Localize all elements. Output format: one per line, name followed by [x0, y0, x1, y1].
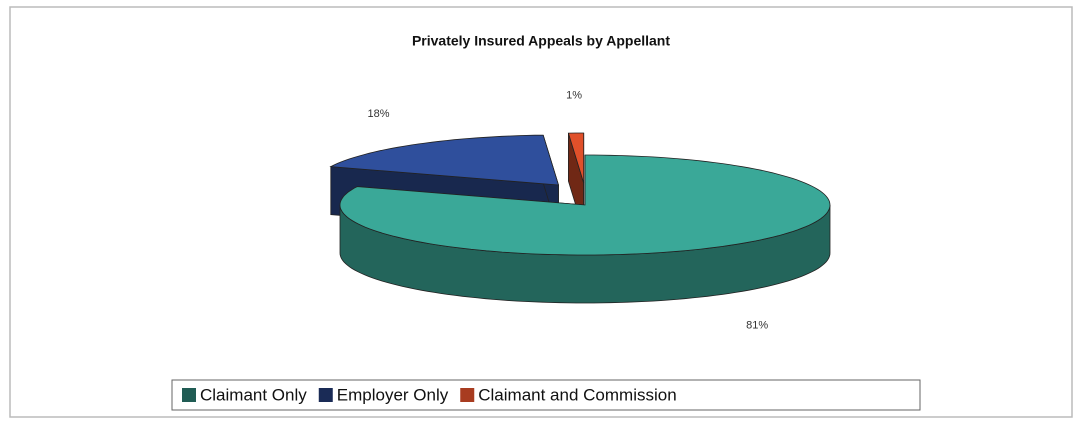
legend-label: Claimant and Commission [478, 385, 676, 404]
data-label: 1% [566, 89, 582, 101]
slice-top [339, 154, 831, 256]
legend-box [171, 379, 921, 411]
slice-top [329, 134, 560, 186]
legend-label: Employer Only [337, 385, 449, 404]
legend-swatch [182, 388, 196, 402]
legend-swatch [318, 388, 333, 402]
legend-label: Claimant Only [200, 385, 307, 404]
chart-title: Privately Insured Appeals by Appellant [412, 33, 670, 49]
slice [567, 132, 585, 232]
slice [339, 154, 831, 304]
data-label: 81% [746, 319, 768, 331]
data-label: 18% [368, 108, 390, 120]
legend-swatch [460, 388, 475, 402]
slice-top [567, 132, 585, 184]
